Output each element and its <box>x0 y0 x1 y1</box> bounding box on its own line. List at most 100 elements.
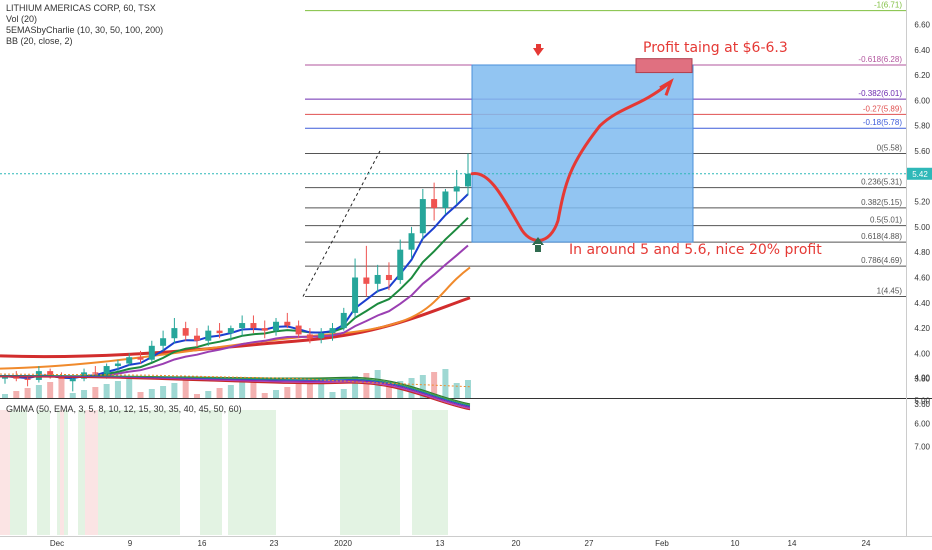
fib-label-4: -0.18(5.78) <box>863 118 902 127</box>
candle-body-39 <box>442 191 449 208</box>
fib-label-7: 0.382(5.15) <box>861 198 902 207</box>
sell-arrow-icon <box>533 44 544 56</box>
volume-bar-37 <box>419 375 426 398</box>
candle-body-41 <box>465 173 471 187</box>
volume-bar-27 <box>306 381 313 398</box>
candle-body-22 <box>250 323 257 329</box>
volume-bar-14 <box>160 386 167 398</box>
last-price-tag <box>907 167 932 180</box>
projection-arrowhead <box>659 78 674 96</box>
gmma-bull-zone-1 <box>37 410 50 535</box>
legend-volume[interactable]: Vol (20) <box>6 14 38 24</box>
gmma-bull-zone-4 <box>98 410 180 535</box>
legend-ema[interactable]: 5EMASbyCharlie (10, 30, 50, 100, 200) <box>6 25 164 35</box>
y-tick-label-3: 6.00 <box>914 96 930 105</box>
volume-bar-13 <box>148 389 155 398</box>
fib-label-5: 0(5.58) <box>877 144 903 153</box>
x-tick-label-1: 9 <box>128 539 133 548</box>
candle-body-21 <box>239 323 246 329</box>
gmma-bear-zone-1 <box>60 410 64 535</box>
volume-bar-10 <box>114 381 121 398</box>
candle-body-35 <box>397 249 404 281</box>
candle-body-12 <box>137 357 144 360</box>
volume-bar-30 <box>340 389 347 398</box>
volume-bar-6 <box>69 393 76 398</box>
y-tick-label-11: 4.40 <box>914 299 930 308</box>
candle-body-6 <box>69 378 76 382</box>
legend-symbol[interactable]: LITHIUM AMERICAS CORP, 60, TSX <box>6 3 156 13</box>
gmma-legend: GMMA (50, EMA, 3, 5, 8, 10, 12, 15, 30, … <box>6 404 242 415</box>
volume-bar-18 <box>205 391 212 398</box>
gmma-ribbon-5 <box>0 376 471 411</box>
candle-body-18 <box>205 330 212 341</box>
x-tick-label-7: 27 <box>585 539 594 548</box>
y-tick-label-13: 4.00 <box>914 349 930 358</box>
y-tick-label-15: 3.60 <box>914 400 930 409</box>
legend-bb[interactable]: BB (20, close, 2) <box>6 36 73 46</box>
fib-label-8: 0.5(5.01) <box>870 216 902 225</box>
y-tick-label-0: 6.60 <box>914 21 930 30</box>
volume-bar-34 <box>385 384 392 398</box>
volume-bar-1 <box>13 391 20 398</box>
candle-body-2 <box>24 378 31 380</box>
fib-label-0: -1(6.71) <box>874 1 902 10</box>
candle-body-38 <box>431 199 438 208</box>
gmma-bull-zone-6 <box>228 410 276 535</box>
gmma-y-tick-label-1: 6.00 <box>914 420 930 429</box>
fib-label-9: 0.618(4.88) <box>861 232 902 241</box>
volume-bar-12 <box>137 392 144 398</box>
legend-gmma[interactable]: GMMA (50, EMA, 3, 5, 8, 10, 12, 15, 30, … <box>6 404 242 414</box>
gmma-y-tick-label-3: 4.00 <box>914 374 930 383</box>
candle-body-9 <box>103 366 110 374</box>
candle-body-24 <box>273 321 280 331</box>
projection-curve <box>470 82 670 242</box>
x-tick-label-3: 23 <box>270 539 279 548</box>
volume-bar-21 <box>239 382 246 398</box>
y-tick-label-1: 6.40 <box>914 46 930 55</box>
candle-body-10 <box>114 363 121 367</box>
volume-bar-20 <box>227 385 234 398</box>
x-tick-label-8: Feb <box>655 539 669 548</box>
fib-label-1: -0.618(6.28) <box>858 55 902 64</box>
y-tick-label-12: 4.20 <box>914 324 930 333</box>
x-tick-label-2: 16 <box>198 539 207 548</box>
gmma-bull-zone-7 <box>340 410 400 535</box>
fib-label-2: -0.382(6.01) <box>858 89 902 98</box>
x-tick-label-5: 13 <box>436 539 445 548</box>
y-tick-label-14: 3.80 <box>914 375 930 384</box>
volume-bar-40 <box>453 383 460 398</box>
candle-body-25 <box>284 321 291 326</box>
candle-body-40 <box>453 186 460 192</box>
y-tick-label-7: 5.20 <box>914 198 930 207</box>
candle-body-1 <box>13 376 20 379</box>
candle-body-8 <box>92 372 99 374</box>
volume-bar-26 <box>295 384 302 398</box>
profit-zone <box>635 58 693 74</box>
volume-bar-29 <box>329 392 336 398</box>
candle-body-26 <box>295 325 302 335</box>
volume-bar-19 <box>216 388 223 398</box>
volume-bar-31 <box>352 376 359 398</box>
volume-bar-17 <box>193 394 200 398</box>
candle-body-4 <box>47 371 54 377</box>
volume-bar-41 <box>465 380 471 398</box>
gmma-bear-zone-0 <box>0 410 10 535</box>
profit-annotation: Profit taing at $6-6.3 <box>643 40 788 56</box>
volume-bar-24 <box>273 390 280 398</box>
y-tick-label-9: 4.80 <box>914 248 930 257</box>
gmma-y-tick-label-0: 7.00 <box>914 443 930 452</box>
volume-bar-22 <box>250 379 257 398</box>
volume-bar-28 <box>318 378 325 398</box>
volume-bar-39 <box>442 369 449 398</box>
y-tick-label-5: 5.60 <box>914 147 930 156</box>
volume-bar-2 <box>24 388 31 398</box>
y-tick-label-4: 5.80 <box>914 122 930 131</box>
candle-body-37 <box>419 199 426 234</box>
ema-200-line <box>0 296 471 359</box>
candle-body-0 <box>2 376 8 379</box>
candle-body-11 <box>126 357 133 364</box>
x-tick-label-4: 2020 <box>334 539 352 548</box>
volume-bar-15 <box>171 383 178 398</box>
volume-bar-5 <box>58 379 65 398</box>
